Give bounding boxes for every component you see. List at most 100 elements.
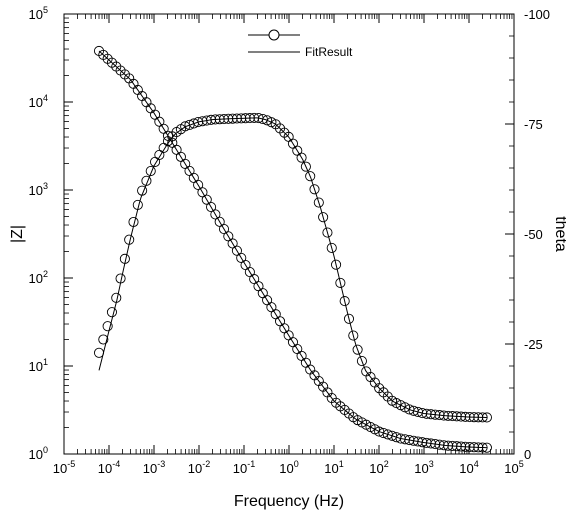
x-tick-label-exponent: 2 [384, 459, 389, 469]
impedance-data-point [468, 442, 480, 453]
theta-data-point [132, 199, 143, 210]
tick-labels-layer: 10-5 10-4 10-3 10-2 10-1 100 101 102 103 104 10510… [29, 5, 551, 476]
y-left-tick-label-exponent: 0 [43, 445, 48, 455]
impedance-data-point [210, 209, 221, 220]
x-tick-label: 10-2 [188, 459, 210, 476]
impedance-data-point [464, 442, 475, 453]
theta-data-point [460, 411, 471, 422]
impedance-data-point [451, 441, 462, 452]
theta-data-point [473, 412, 484, 423]
y-right-tick-label: -100 [524, 7, 550, 22]
theta-data-point [214, 114, 225, 125]
x-tick-label: 100 [279, 459, 298, 476]
theta-data-point [102, 321, 113, 332]
theta-data-point [262, 115, 273, 126]
x-tick-label: 104 [459, 459, 478, 476]
y-right-tick-label: -25 [524, 337, 543, 352]
y-left-tick-label-exponent: 1 [43, 357, 48, 367]
y-left-tick-label: 104 [29, 93, 48, 110]
y-left-tick-label: 102 [29, 269, 48, 286]
impedance-data-point [214, 216, 225, 227]
impedance-data-point [455, 441, 467, 452]
y-right-tick-label: -50 [524, 227, 543, 242]
theta-data-point [343, 313, 355, 324]
theta-data-point [244, 113, 255, 124]
theta-data-point [352, 344, 363, 355]
x-tick-label-exponent: -2 [202, 459, 210, 469]
y-left-tick-label-exponent: 2 [43, 269, 48, 279]
theta-data-point [477, 412, 488, 423]
x-tick-label-exponent: -4 [112, 459, 120, 469]
x-tick-label: 103 [414, 459, 433, 476]
impedance-data-point [193, 179, 204, 191]
theta-data-point [468, 412, 480, 423]
theta-data-point [218, 113, 230, 125]
theta-data-point [106, 307, 117, 318]
theta-data-point [455, 411, 467, 422]
theta-data-point [309, 184, 320, 195]
theta-data-point [111, 292, 122, 303]
theta-data-point [318, 212, 329, 223]
y-left-tick-label: 103 [29, 181, 48, 198]
theta-data-point [98, 334, 109, 345]
y-right-tick-label: -75 [524, 117, 543, 132]
y-left-tick-label: 105 [29, 5, 48, 22]
theta-data-point [331, 259, 342, 270]
theta-data-point [141, 175, 152, 186]
theta-data-point [300, 161, 311, 172]
theta-data-point [481, 412, 492, 423]
y-left-tick-label-exponent: 4 [43, 93, 48, 103]
impedance-data-point [197, 187, 208, 198]
theta-data-point [438, 410, 449, 421]
theta-data-point [145, 165, 156, 177]
theta-data-point [257, 113, 268, 125]
theta-data-point [339, 296, 350, 307]
theta-data-point [210, 114, 221, 125]
x-tick-label-exponent: 0 [294, 459, 299, 469]
x-tick-label-exponent: -5 [67, 459, 75, 469]
theta-data-point [296, 152, 307, 163]
theta-data-point [425, 409, 436, 420]
theta-data-point [447, 411, 458, 422]
y-left-tick-label: 101 [29, 357, 48, 374]
impedance-data-point [447, 440, 458, 451]
y-left-tick-label-exponent: 5 [43, 5, 48, 15]
markers-layer [93, 45, 492, 453]
theta-data-point [124, 234, 135, 245]
x-axis-title: Frequency (Hz) [234, 493, 344, 510]
theta-data-point [137, 185, 148, 196]
theta-data-point [430, 409, 441, 420]
theta-data-point [356, 356, 367, 367]
theta-data-point [451, 411, 462, 422]
x-tick-label-exponent: -3 [157, 459, 165, 469]
legend-marker-circle [268, 29, 280, 41]
x-tick-label-exponent: -1 [247, 459, 255, 469]
theta-data-point [464, 412, 475, 423]
impedance-data-point [201, 194, 212, 205]
theta-data-point [335, 277, 346, 288]
theta-data-point [93, 347, 105, 358]
y-right-axis-title: theta [552, 216, 566, 252]
x-tick-label: 10-1 [233, 459, 255, 476]
theta-data-point [249, 112, 260, 123]
theta-data-point [322, 227, 333, 238]
theta-data-point [348, 330, 359, 341]
theta-data-point [231, 113, 242, 124]
theta-data-point [119, 253, 130, 264]
impedance-data-point [438, 440, 449, 451]
x-tick-label-exponent: 3 [429, 459, 434, 469]
legend-label-fit: FitResult [305, 45, 353, 59]
theta-data-point [443, 410, 454, 421]
impedance-data-point [481, 442, 492, 453]
impedance-data-point [473, 442, 484, 453]
impedance-data-point [206, 201, 217, 213]
theta-data-point [421, 408, 432, 419]
theta-data-point [223, 113, 234, 124]
y-left-tick-label-exponent: 3 [43, 181, 48, 191]
theta-data-point [236, 113, 247, 124]
x-tick-label-exponent: 4 [474, 459, 479, 469]
theta-data-point [434, 410, 445, 421]
x-tick-label-exponent: 5 [519, 459, 524, 469]
x-tick-label: 105 [504, 459, 523, 476]
